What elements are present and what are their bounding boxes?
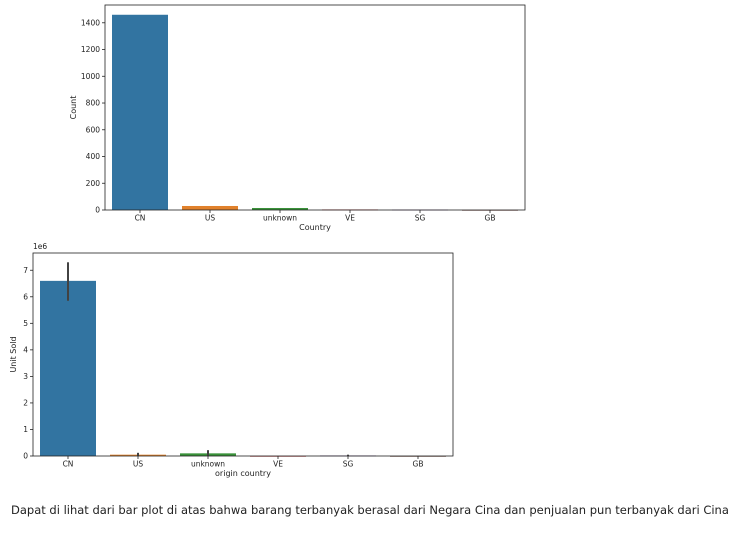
chart2-axes-frame bbox=[32, 252, 454, 457]
chart1-ytick-label: 0 bbox=[95, 206, 100, 215]
bar-charts: 0 200 400 600 800 1000 1200 1400 CN US unknown VE SG… bbox=[9, 4, 526, 478]
chart1-bar-CN bbox=[112, 14, 168, 211]
chart2-scale-label: 1e6 bbox=[33, 242, 47, 251]
chart1-xtick-label: GB bbox=[485, 214, 496, 223]
chart1-xtick-label: unknown bbox=[263, 214, 297, 223]
chart1-ylabel: Count bbox=[69, 96, 78, 120]
chart1-xtick-label: US bbox=[205, 214, 215, 223]
chart1-ytick-label: 1400 bbox=[81, 18, 100, 27]
chart2-ytick-label: 1 bbox=[23, 425, 28, 434]
chart1-ytick-label: 600 bbox=[86, 125, 101, 134]
chart2-xtick-label: US bbox=[133, 460, 143, 469]
chart2-xtick-label: unknown bbox=[191, 460, 225, 469]
chart2-xtick-label: GB bbox=[413, 460, 424, 469]
chart1-axes-frame bbox=[104, 4, 526, 211]
chart1-xtick-label: SG bbox=[415, 214, 426, 223]
chart2-ytick-label: 5 bbox=[23, 319, 28, 328]
chart1-bar-unknown bbox=[252, 207, 308, 210]
chart1-ytick-label: 400 bbox=[86, 152, 101, 161]
chart1-bar-US bbox=[182, 205, 238, 210]
chart2-ytick-label: 7 bbox=[23, 266, 28, 275]
chart2-ytick-label: 4 bbox=[23, 345, 28, 354]
chart2-xtick-label: SG bbox=[343, 460, 354, 469]
chart1-ytick-label: 800 bbox=[86, 99, 101, 108]
chart2-ytick-label: 3 bbox=[23, 372, 28, 381]
chart2-xtick-label: VE bbox=[273, 460, 283, 469]
chart2-ylabel: Unit Sold bbox=[9, 336, 18, 372]
chart1-xlabel: Country bbox=[299, 223, 331, 232]
chart2-ytick-label: 0 bbox=[23, 452, 28, 461]
chart1-ytick-label: 200 bbox=[86, 179, 101, 188]
chart2-xtick-label: CN bbox=[63, 460, 74, 469]
chart1-ytick-label: 1200 bbox=[81, 45, 100, 54]
chart1-xtick-label: CN bbox=[135, 214, 146, 223]
chart1-ytick-label: 1000 bbox=[81, 72, 100, 81]
chart2-ytick-label: 2 bbox=[23, 399, 28, 408]
chart2-xlabel: origin country bbox=[215, 469, 271, 478]
chart2-bar-CN bbox=[40, 280, 96, 456]
caption-text: Dapat di lihat dari bar plot di atas bah… bbox=[11, 503, 729, 517]
chart1-xtick-label: VE bbox=[345, 214, 355, 223]
chart2-ytick-label: 6 bbox=[23, 292, 28, 301]
